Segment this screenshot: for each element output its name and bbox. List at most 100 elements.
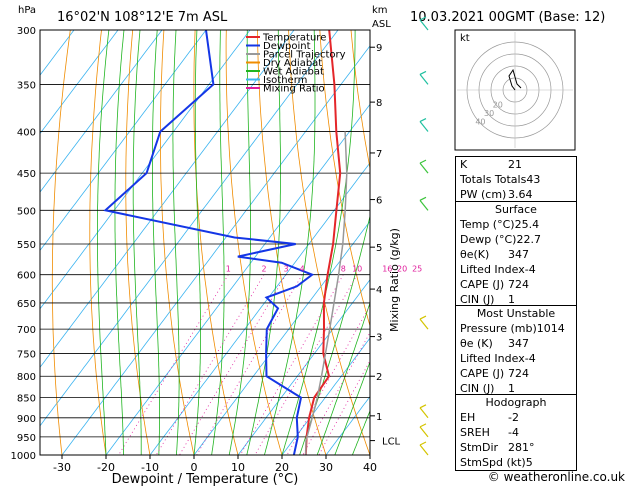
wind-barb-flag [419, 315, 427, 320]
km-label: km [372, 5, 388, 16]
x-tick-label: 30 [319, 461, 333, 474]
series-parcel-trajectory [305, 131, 348, 455]
km-tick-label: 3 [376, 333, 382, 344]
surface-row: Lifted Index -4 [456, 262, 576, 277]
pressure-tick-label: 800 [17, 372, 36, 383]
index-row: K 21 [456, 157, 576, 172]
hodograph-stat-value: -4 [508, 426, 519, 439]
pressure-tick-label: 550 [17, 240, 36, 251]
pressure-tick-label: 950 [17, 433, 36, 444]
hodograph-kt-label: kt [460, 33, 470, 44]
hodograph-trace [508, 68, 522, 91]
legend-label: Parcel Trajectory [263, 50, 346, 61]
pressure-tick-label: 850 [17, 394, 36, 405]
x-tick-label: -10 [141, 461, 159, 474]
legend-label: Wet Adiabat [263, 67, 324, 78]
wind-barb-flag [419, 118, 427, 123]
datetime-title: 10.03.2021 00GMT (Base: 12) [410, 10, 605, 25]
legend-label: Temperature [262, 33, 326, 44]
hpa-label: hPa [18, 5, 36, 16]
pressure-tick-label: 700 [17, 325, 36, 336]
km-tick-label: 2 [376, 372, 382, 383]
hodograph-stat-value: 5 [525, 456, 533, 469]
hodograph-stat-row: StmDir 281° [456, 440, 576, 455]
isotherm-line [325, 395, 370, 455]
x-tick-label: -30 [53, 461, 71, 474]
wind-barb [419, 407, 429, 419]
x-tick-label: 20 [275, 461, 289, 474]
hodograph-stat-label: StmDir [460, 441, 499, 454]
index-value: 3.64 [508, 188, 533, 201]
surface-label: Lifted Index [460, 263, 525, 276]
mixing-ratio-line [196, 274, 303, 455]
pressure-tick-label: 400 [17, 128, 36, 139]
pressure-tick-label: 350 [17, 80, 36, 91]
hodograph-stat-row: EH -2 [456, 410, 576, 425]
km-tick-label: 1 [376, 412, 382, 423]
most-unstable-value: 1014 [536, 322, 565, 335]
hodograph-table: Hodograph EH -2 SREH -4 StmDir 281° StmSpd (kt… [455, 394, 577, 471]
isotherm-line [40, 30, 251, 310]
dry-adiabat-line [600, 30, 629, 455]
index-label: K [460, 158, 468, 171]
most-unstable-label: CAPE (J) [460, 367, 505, 380]
pressure-tick-label: 500 [17, 206, 36, 217]
mixing-ratio-label: 20 [397, 265, 407, 274]
surface-row: CAPE (J) 724 [456, 277, 576, 292]
mixing-ratio-label: 25 [412, 265, 422, 274]
mixing-ratio-label: 10 [352, 265, 362, 274]
isotherm-line [40, 30, 207, 252]
most-unstable-row: Lifted Index -4 [456, 351, 576, 366]
pressure-tick-label: 300 [17, 26, 36, 37]
axes: 3003504004505005506006507007508008509009… [11, 26, 377, 474]
copyright-footer: © weatheronline.co.uk [487, 470, 625, 484]
most-unstable-label: Pressure (mb) [460, 322, 537, 335]
surface-label: θe(K) [460, 248, 490, 261]
km-tick-label: 4 [376, 285, 382, 296]
pressure-tick-label: 900 [17, 414, 36, 425]
surface-row: CIN (J) 1 [456, 292, 576, 307]
mixing-ratio-line [239, 274, 344, 455]
mixing-ratio-label: 3 [283, 265, 288, 274]
hodograph-ring-label: 30 [484, 109, 494, 118]
hodograph-stat-label: EH [460, 411, 476, 424]
wet-adiabat-line [114, 30, 125, 455]
dry-adiabat-line [569, 30, 629, 455]
surface-value: 22.7 [516, 233, 541, 246]
x-tick-label: 0 [191, 461, 198, 474]
wind-barb-flag [419, 16, 427, 21]
mixing-ratio-label: 1 [226, 265, 231, 274]
isotherm-line [40, 30, 163, 193]
surface-value: 347 [508, 248, 529, 261]
most-unstable-table: Most Unstable Pressure (mb) 1014 θe (K) 347… [455, 305, 577, 397]
series-dewpoint [103, 30, 315, 455]
x-tick-label: -20 [97, 461, 115, 474]
mixing-ratio-label: 16 [382, 265, 392, 274]
wind-barb [419, 19, 429, 31]
hodograph-stat-label: StmSpd (kt) [460, 456, 526, 469]
km-tick-label: 6 [376, 196, 382, 207]
pressure-tick-label: 450 [17, 169, 36, 180]
wind-barb-flag [419, 159, 427, 164]
legend-label: Dry Adiabat [263, 58, 322, 69]
wind-barb-flag [419, 423, 427, 428]
surface-label: CAPE (J) [460, 278, 505, 291]
pressure-tick-label: 650 [17, 299, 36, 310]
location-title: 16°02'N 108°12'E 7m ASL [57, 10, 228, 25]
most-unstable-label: CIN (J) [460, 382, 495, 395]
hodograph-table-title: Hodograph [485, 396, 547, 409]
wind-barb-flag [419, 441, 427, 446]
most-unstable-label: Lifted Index [460, 352, 525, 365]
dry-adiabat-line [193, 30, 239, 455]
most-unstable-value: -4 [524, 352, 536, 365]
x-tick-label: 10 [231, 461, 245, 474]
dry-adiabat-line [125, 30, 151, 455]
legend-label: Isotherm [263, 75, 307, 86]
legend-label: Dewpoint [263, 41, 311, 52]
dry-adiabat-line [160, 30, 195, 455]
most-unstable-value: 1 [508, 382, 515, 395]
pressure-tick-label: 750 [17, 349, 36, 360]
wet-adiabat-line [97, 30, 110, 455]
hodograph-stat-row: StmSpd (kt) 5 [456, 455, 576, 470]
hodograph-stat-value: -2 [508, 411, 519, 424]
